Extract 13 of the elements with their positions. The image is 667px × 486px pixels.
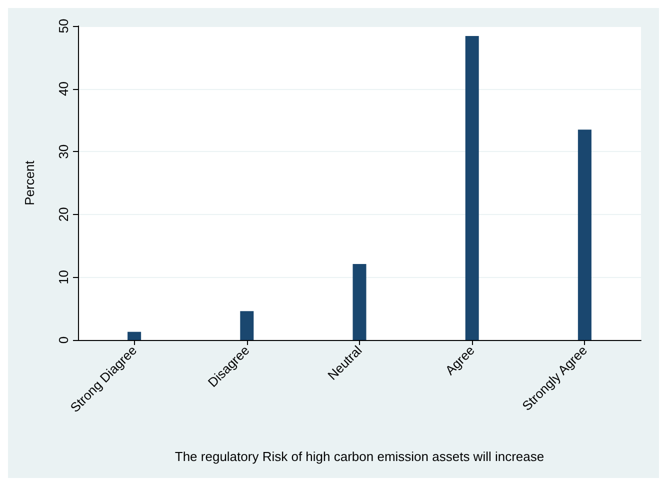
- y-tick-label: 40: [56, 82, 71, 96]
- y-axis-title: Percent: [22, 160, 37, 206]
- y-tick-label: 0: [56, 336, 71, 344]
- bar: [240, 311, 254, 340]
- bar: [352, 264, 366, 340]
- bar: [465, 36, 479, 340]
- x-axis-title: The regulatory Risk of high carbon emission assets will increase: [174, 449, 544, 464]
- bar: [128, 332, 142, 340]
- y-tick-label: 50: [56, 18, 71, 34]
- y-tick-label: 30: [56, 144, 71, 159]
- bar: [578, 130, 592, 340]
- y-tick-label: 10: [56, 270, 71, 284]
- y-tick-label: 20: [56, 207, 71, 222]
